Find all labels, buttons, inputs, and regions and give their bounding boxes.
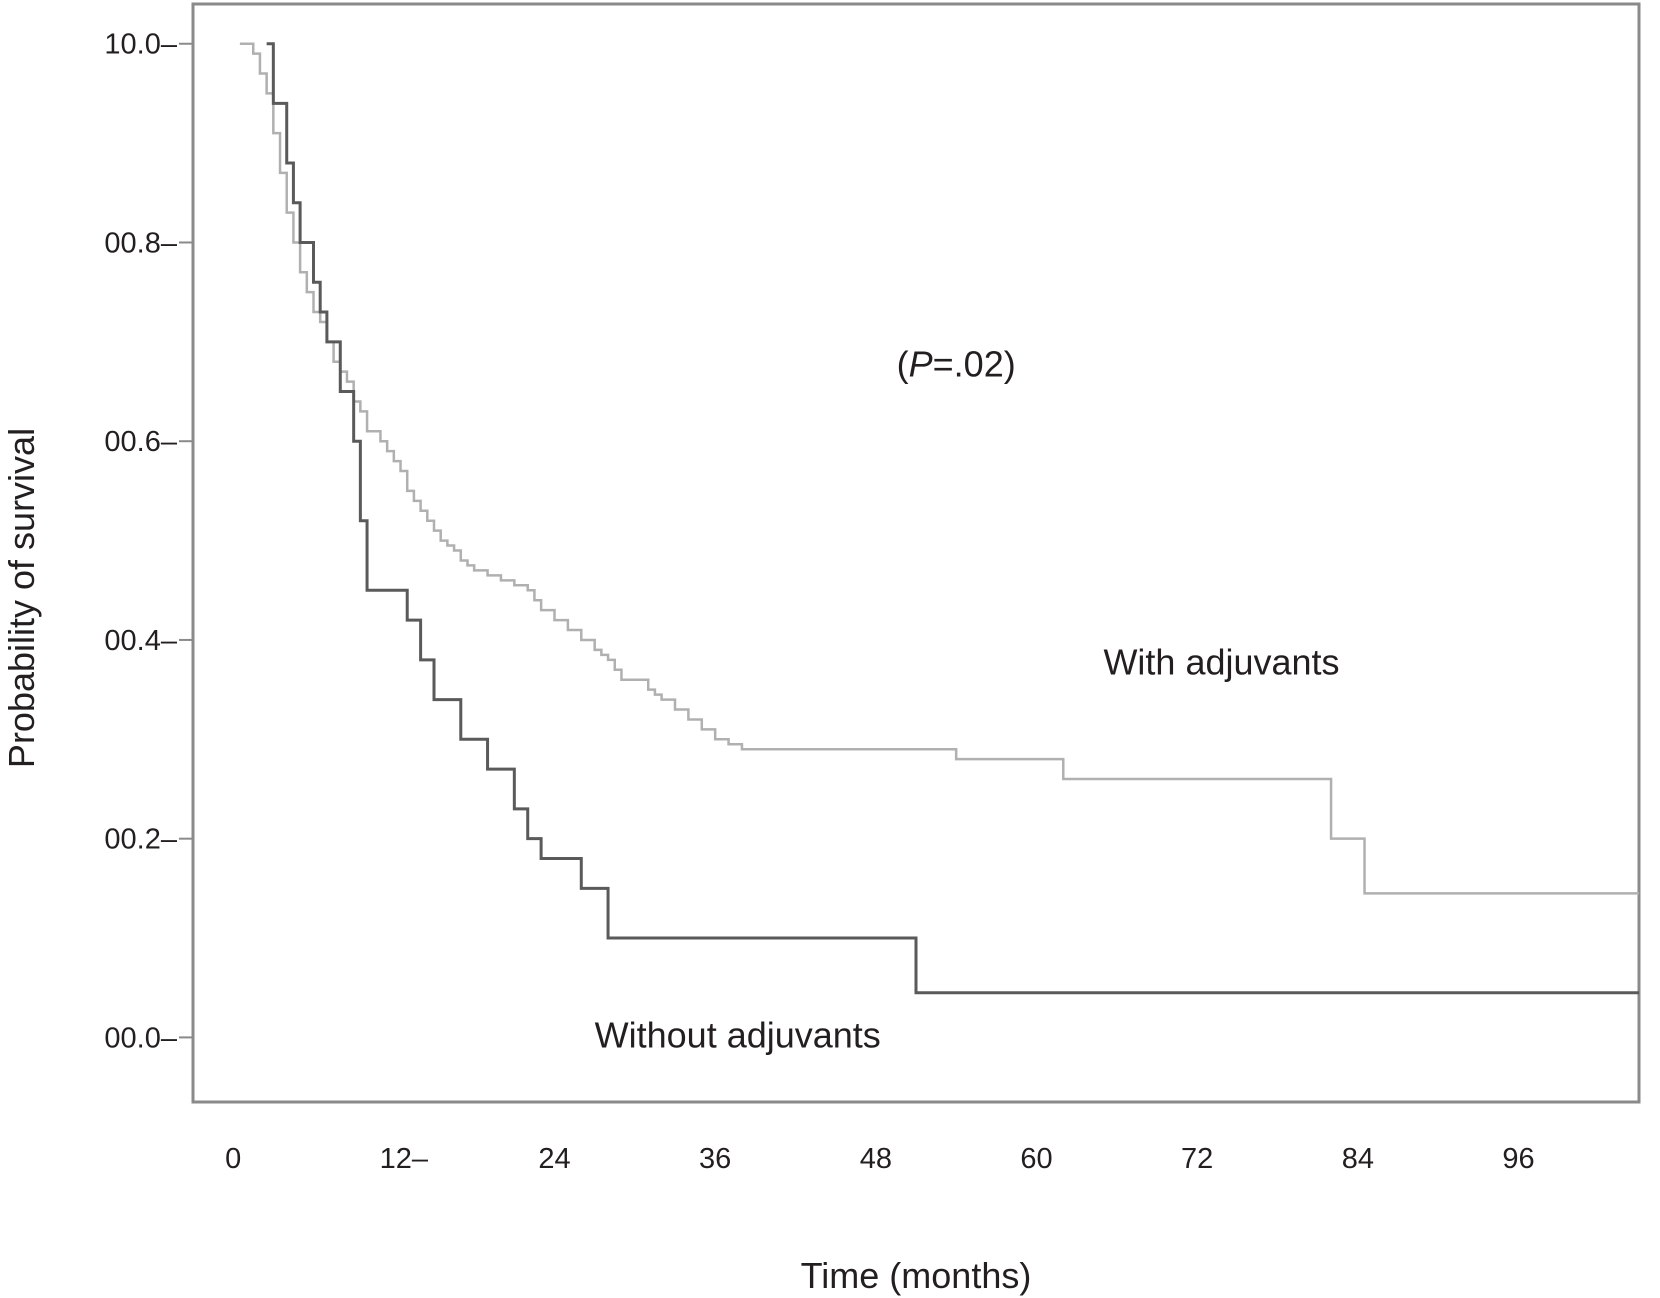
x-tick-label: 84	[1342, 1143, 1374, 1175]
y-tick-label: 00.0–	[104, 1022, 177, 1054]
x-axis-label: Time (months)	[801, 1255, 1032, 1296]
y-axis-label: Probability of survival	[1, 428, 42, 768]
p-value-italic: P	[909, 344, 933, 385]
y-tick-label: 10.0–	[104, 29, 177, 61]
p-value-suffix: =.02)	[933, 344, 1016, 385]
x-tick-label: 0	[225, 1143, 241, 1175]
plot-frame	[191, 2, 1641, 1104]
axis-ticks: 10.0– 00.8– 00.6– 00.4– 00.2– 00.0– 0 12– 24 36 48…	[104, 29, 1534, 1175]
series-label-without-adjuvants: Without adjuvants	[595, 1014, 881, 1055]
x-tick-label: 60	[1020, 1143, 1052, 1175]
y-tick-label: 00.4–	[104, 625, 177, 657]
survival-curves	[239, 42, 1639, 995]
y-tick-label: 00.6–	[104, 426, 177, 458]
y-tick-label: 00.2–	[104, 824, 177, 856]
x-tick-label: 96	[1502, 1143, 1534, 1175]
p-value-prefix: (	[897, 344, 909, 385]
without-adjuvants-curve	[266, 42, 1639, 995]
x-tick-label: 72	[1181, 1143, 1213, 1175]
series-label-with-adjuvants: With adjuvants	[1103, 642, 1339, 683]
x-tick-label: 36	[699, 1143, 731, 1175]
x-tick-label: 48	[860, 1143, 892, 1175]
x-tick-label: 24	[538, 1143, 570, 1175]
p-value-annotation: (P=.02)	[897, 344, 1016, 385]
with-adjuvants-curve	[239, 42, 1639, 895]
x-tick-label: 12–	[380, 1143, 429, 1175]
y-tick-label: 00.8–	[104, 227, 177, 259]
